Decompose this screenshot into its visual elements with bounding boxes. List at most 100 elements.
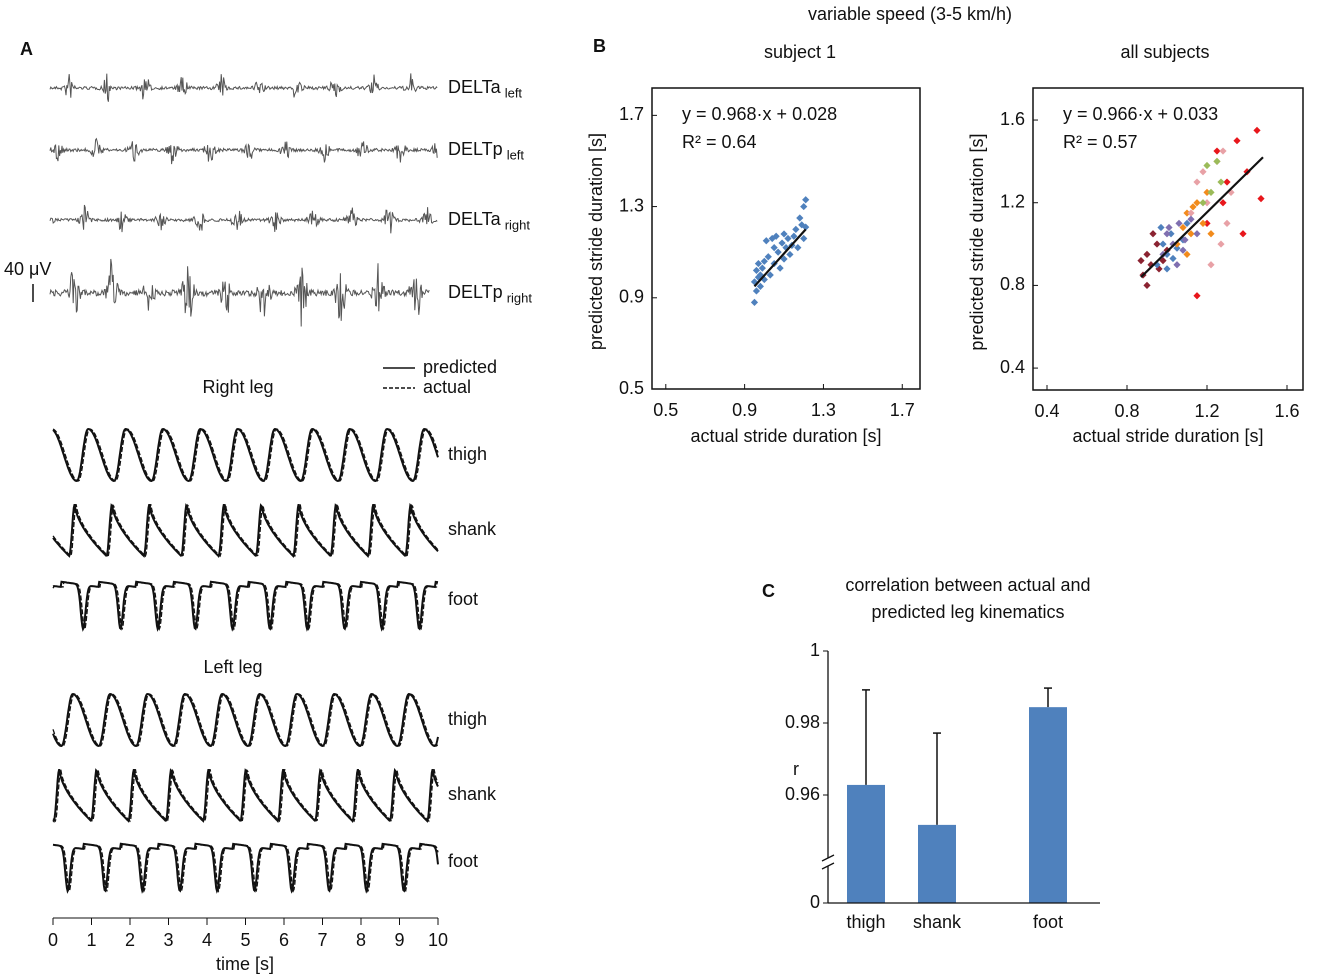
y-tick-label: 1.2 <box>1000 191 1025 211</box>
leg-title: Left leg <box>203 657 262 677</box>
kinematic-trace <box>52 842 439 894</box>
scatter-point <box>1203 161 1211 170</box>
kinematic-trace <box>52 503 439 558</box>
x-tick-label: 0.4 <box>1034 401 1059 421</box>
x-axis-label: time [s] <box>216 954 274 974</box>
scatter-point <box>1159 240 1167 248</box>
scatter-point <box>1223 178 1231 186</box>
scatter-point <box>1213 147 1221 155</box>
scatter-point <box>770 244 778 252</box>
scatter-point <box>1163 265 1171 273</box>
scatter-point <box>1193 292 1201 300</box>
y-tick-label: 1 <box>810 640 820 660</box>
y-tick-label: 0 <box>810 892 820 912</box>
segment-label: foot <box>448 589 478 609</box>
channel-name: DELTa <box>448 209 502 229</box>
scatter-point <box>1179 246 1187 254</box>
chart-title: predicted leg kinematics <box>871 602 1064 622</box>
scatter-point <box>1167 230 1175 238</box>
scatter-point <box>1223 219 1231 227</box>
scatter-point <box>1187 230 1195 238</box>
scatter-point <box>1193 178 1201 186</box>
panel-label: C <box>762 581 775 601</box>
annotation: R² = 0.57 <box>1063 132 1138 152</box>
scatter-point <box>1217 178 1225 186</box>
scatter-point <box>1169 240 1177 248</box>
channel-sub: left <box>507 147 525 162</box>
segment-label: shank <box>448 784 497 804</box>
scatter-point <box>1187 215 1195 223</box>
scatter-point <box>1137 257 1145 265</box>
channel-name: DELTp <box>448 139 503 159</box>
axis-break <box>821 862 835 870</box>
x-tick-label: 10 <box>428 930 448 950</box>
y-tick-label: 0.9 <box>619 287 644 307</box>
x-axis-label: actual stride duration [s] <box>1072 426 1263 446</box>
scatter-point <box>1173 244 1181 252</box>
x-tick-label: 3 <box>163 930 173 950</box>
segment-label: thigh <box>448 709 487 729</box>
scatter-point <box>800 202 808 211</box>
scatter-point <box>1173 261 1181 269</box>
fit-line <box>1140 156 1264 278</box>
channel-name: DELTa <box>448 77 502 97</box>
chart-title: correlation between actual and <box>845 575 1090 595</box>
scatter-point <box>752 287 761 295</box>
kinematic-trace <box>52 843 439 893</box>
scatter-point <box>1199 168 1207 176</box>
x-tick-label: 1.2 <box>1194 401 1219 421</box>
scatter-point <box>784 234 792 243</box>
scatter-point <box>1169 254 1177 263</box>
x-tick-label: 6 <box>279 930 289 950</box>
scatter-point <box>1163 230 1171 238</box>
scatter-point <box>756 271 764 279</box>
channel-sub: left <box>505 85 523 100</box>
plot-frame <box>1032 87 1304 391</box>
scatter-point <box>762 237 770 245</box>
scatter-point <box>764 253 772 261</box>
channel-name: DELTp <box>448 282 503 302</box>
scatter-point <box>1193 230 1201 238</box>
scatter-point <box>792 225 800 233</box>
scatter-point <box>1153 240 1161 248</box>
emg-trace <box>49 204 438 234</box>
scatter-point <box>1181 236 1189 244</box>
scatter-point <box>1157 223 1165 232</box>
scatter-point <box>1149 230 1157 238</box>
scatter-point <box>1173 240 1181 248</box>
x-tick-label: 5 <box>240 930 250 950</box>
kinematic-trace <box>52 502 439 558</box>
bar <box>847 784 885 903</box>
scatter-point <box>1193 199 1201 207</box>
kinematic-trace <box>52 693 439 747</box>
segment-label: foot <box>448 851 478 871</box>
plot-frame <box>651 87 921 390</box>
x-tick-label: 0 <box>48 930 58 950</box>
x-tick-label: thigh <box>846 912 885 932</box>
scatter-point <box>758 264 766 272</box>
bar <box>918 824 956 903</box>
scatter-point <box>750 298 759 306</box>
scatter-point <box>1203 199 1211 207</box>
scatter-point <box>750 278 759 286</box>
scatter-point <box>1183 209 1191 217</box>
x-tick-label: 7 <box>317 930 327 950</box>
y-tick-label: 0.98 <box>785 712 820 732</box>
scatter-point <box>1147 261 1155 269</box>
scatter-point <box>794 244 802 252</box>
scale-bar-label: 40 μV <box>4 259 51 279</box>
panel-label: B <box>593 36 606 56</box>
kinematic-trace <box>52 581 439 631</box>
scatter-point <box>796 214 804 222</box>
segment-label: thigh <box>448 444 487 464</box>
leg-title: Right leg <box>202 377 273 397</box>
scatter-point <box>802 196 810 204</box>
channel-sub: right <box>507 290 533 305</box>
emg-trace <box>49 258 430 327</box>
x-tick-label: 9 <box>394 930 404 950</box>
x-tick-label: shank <box>913 912 962 932</box>
plot-title: all subjects <box>1120 42 1209 62</box>
scatter-point <box>756 282 764 290</box>
scatter-point <box>774 248 782 256</box>
